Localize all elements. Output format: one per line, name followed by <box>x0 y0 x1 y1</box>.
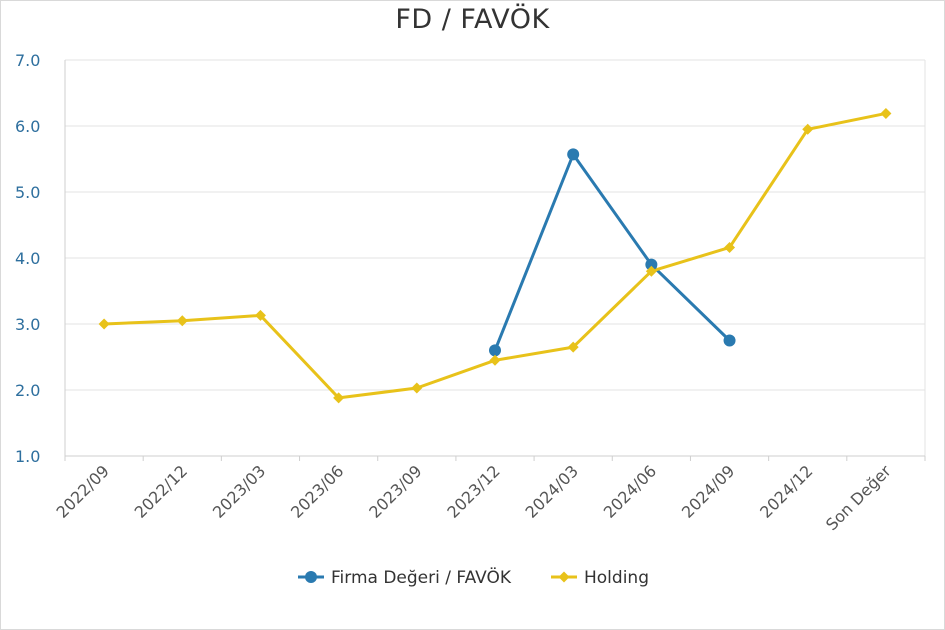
y-axis: 1.0 2.0 3.0 4.0 5.0 6.0 7.0 <box>15 51 40 466</box>
y-tick-label: 6.0 <box>15 117 40 136</box>
x-tick-label: 2024/12 <box>756 461 816 521</box>
data-point-diamond <box>567 341 579 353</box>
data-point-diamond <box>333 392 345 404</box>
data-point-diamond <box>802 123 814 135</box>
y-tick-label: 7.0 <box>15 51 40 70</box>
x-tick-label: 2024/03 <box>522 461 582 521</box>
data-point-diamond <box>98 318 110 330</box>
legend-label: Firma Değeri / FAVÖK <box>331 566 512 588</box>
data-point-diamond <box>489 354 501 366</box>
x-tick-label: 2023/06 <box>287 461 347 521</box>
y-tick-label: 4.0 <box>15 249 40 268</box>
legend-marker-diamond <box>558 571 570 583</box>
x-tick-label: 2024/06 <box>600 461 660 521</box>
data-point-circle <box>645 258 658 271</box>
y-tick-label: 5.0 <box>15 183 40 202</box>
chart-title: FD / FAVÖK <box>395 4 550 35</box>
legend: Firma Değeri / FAVÖK Holding <box>298 566 649 588</box>
x-tick-label: 2024/09 <box>678 461 738 521</box>
data-point-circle <box>489 344 501 357</box>
x-tick-label: 2022/12 <box>131 461 191 521</box>
x-axis: 2022/09 2022/12 2023/03 2023/06 2023/09 2023/… <box>52 456 926 534</box>
series-line-0 <box>493 152 731 351</box>
data-point-diamond <box>254 309 266 321</box>
data-point-diamond <box>411 382 423 394</box>
grid-lines <box>64 59 926 457</box>
x-tick-label: Son Değer <box>822 461 895 534</box>
y-tick-label: 3.0 <box>15 315 40 334</box>
x-tick-label: 2023/09 <box>365 461 425 521</box>
data-point-circle <box>567 148 580 161</box>
x-tick-label: 2023/03 <box>209 461 269 521</box>
x-tick-label: 2022/09 <box>52 461 112 521</box>
series-markers <box>98 107 892 404</box>
legend-label: Holding <box>584 568 649 588</box>
data-point-diamond <box>724 241 736 253</box>
y-tick-label: 2.0 <box>15 381 40 400</box>
data-point-circle <box>723 334 736 347</box>
legend-marker-circle <box>305 571 317 583</box>
data-point-diamond <box>880 107 892 119</box>
data-point-diamond <box>645 265 657 277</box>
x-tick-label: 2023/12 <box>443 461 503 521</box>
data-point-diamond <box>176 315 188 327</box>
y-tick-label: 1.0 <box>15 447 40 466</box>
